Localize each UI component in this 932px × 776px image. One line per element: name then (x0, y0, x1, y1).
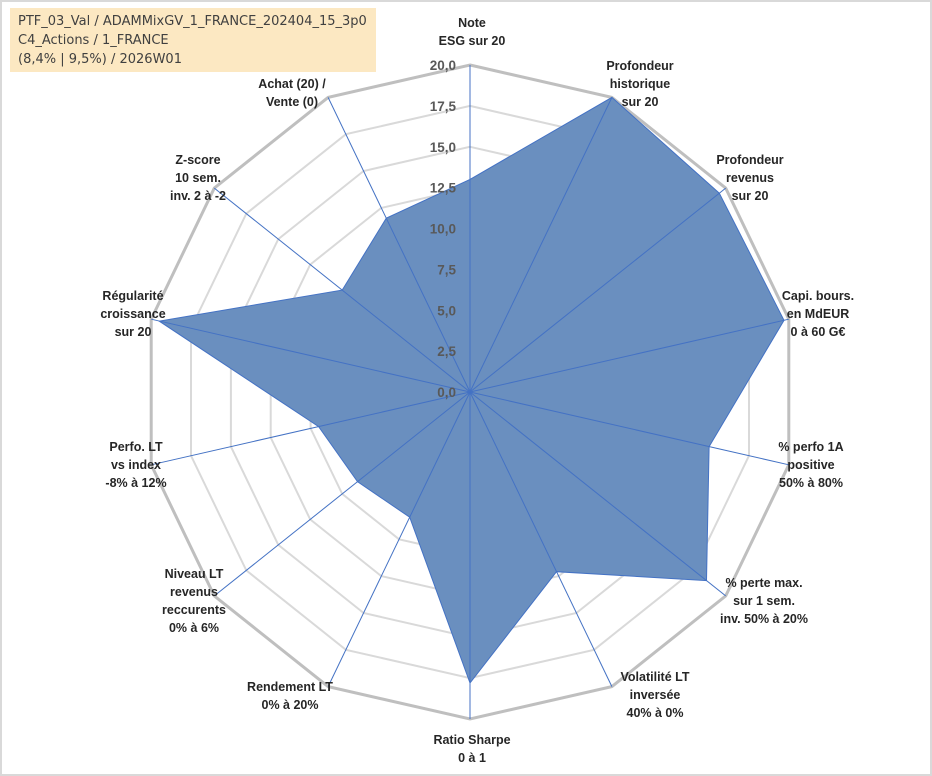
radar-spoke (469, 187, 727, 393)
axis-label: Niveau LT (165, 567, 224, 581)
axis-label: sur 1 sem. (733, 594, 795, 608)
radar-tick-labels: 0,0 2,5 5,0 7,5 10,0 12,5 15,0 17,5 20,0 (430, 58, 457, 400)
axis-label: en MdEUR (787, 307, 850, 321)
axis-label: 0% à 20% (262, 698, 319, 712)
radar-spoke (327, 391, 471, 687)
axis-label: Achat (20) / (258, 77, 326, 91)
radar-series (151, 65, 789, 719)
tick-label: 2,5 (437, 344, 456, 359)
axis-label: Profondeur (606, 59, 673, 73)
radar-spoke (469, 97, 613, 393)
axis-label: -8% à 12% (105, 476, 166, 490)
axis-label: revenus (170, 585, 218, 599)
tick-label: 5,0 (437, 303, 456, 318)
axis-label: sur 20 (732, 189, 769, 203)
axis-label: Rendement LT (247, 680, 333, 694)
axis-label: ESG sur 20 (439, 34, 506, 48)
tick-label: 15,0 (430, 140, 456, 155)
axis-label: Perfo. LT (109, 440, 163, 454)
axis-label: 10 sem. (175, 171, 221, 185)
radar-spoke (469, 318, 789, 393)
axis-label: reccurents (162, 603, 226, 617)
tick-label: 10,0 (430, 222, 456, 237)
tick-label: 17,5 (430, 99, 457, 114)
portfolio-info-box: PTF_03_Val / ADAMMixGV_1_FRANCE_202404_1… (10, 8, 376, 72)
axis-label: positive (787, 458, 834, 472)
axis-label: Z-score (175, 153, 220, 167)
radar-spoke (213, 391, 471, 597)
axis-label: Vente (0) (266, 95, 318, 109)
axis-label: sur 20 (115, 325, 152, 339)
axis-label: Régularité (102, 289, 163, 303)
axis-label: 0 à 60 G€ (791, 325, 846, 339)
axis-label: 50% à 80% (779, 476, 843, 490)
radar-spoke (327, 97, 471, 393)
axis-label: Profondeur (716, 153, 783, 167)
info-line-portfolio: PTF_03_Val / ADAMMixGV_1_FRANCE_202404_1… (18, 14, 367, 29)
axis-label: revenus (726, 171, 774, 185)
axis-label: Ratio Sharpe (433, 733, 510, 747)
axis-label: 40% à 0% (627, 706, 684, 720)
radar-axis-labels: Note ESG sur 20 Profondeur historique sur 20… (100, 16, 854, 765)
axis-label: historique (610, 77, 670, 91)
radar-spoke (151, 391, 471, 466)
radar-spoke (469, 391, 789, 466)
radar-spoke (469, 391, 727, 597)
axis-label: vs index (111, 458, 161, 472)
axis-label: 0 à 1 (458, 751, 486, 765)
tick-label: 7,5 (437, 262, 456, 277)
axis-label: % perfo 1A (778, 440, 843, 454)
axis-label: Note (458, 16, 486, 30)
info-line-category: C4_Actions / 1_FRANCE (18, 33, 169, 48)
axis-label: croissance (100, 307, 165, 321)
axis-label: Capi. bours. (782, 289, 854, 303)
axis-label: sur 20 (622, 95, 659, 109)
info-line-period: (8,4% | 9,5%) / 2026W01 (18, 52, 182, 67)
tick-label: 0,0 (437, 385, 456, 400)
axis-label: Volatilité LT (621, 670, 690, 684)
tick-label: 12,5 (430, 181, 457, 196)
axis-label: 0% à 6% (169, 621, 219, 635)
radar-spoke (213, 187, 471, 393)
axis-label: % perte max. (725, 576, 802, 590)
axis-label: inv. 2 à -2 (170, 189, 226, 203)
radar-spoke (469, 391, 613, 687)
axis-label: inv. 50% à 20% (720, 612, 808, 626)
radar-spoke (151, 318, 471, 393)
tick-label: 20,0 (430, 58, 456, 73)
axis-label: inversée (630, 688, 681, 702)
